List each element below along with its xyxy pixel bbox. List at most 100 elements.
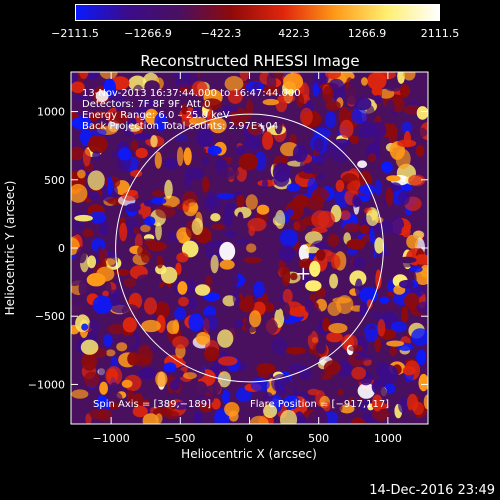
spin-axis-marker [297,267,310,280]
heatmap-blob [357,160,368,168]
heatmap-blob [332,147,349,164]
heatmap-blob [188,313,204,332]
heatmap-blob [374,95,382,105]
heatmap-blob [73,94,89,101]
heatmap-blob [107,176,113,196]
heatmap-blob [144,216,156,226]
heatmap-blob [263,85,280,97]
heatmap-blob [88,319,100,334]
heatmap-blob [335,179,345,192]
y-tick-label: 500 [44,174,65,187]
heatmap-blob [303,165,313,174]
heatmap-blob [81,352,98,371]
heatmap-blob [346,238,367,250]
heatmap-blob [304,299,315,314]
heatmap-blob [312,83,320,97]
heatmap-blob [370,121,387,139]
heatmap-blob [222,106,239,113]
heatmap-blob [72,211,85,232]
heatmap-blob [236,194,245,208]
x-tick-label: 500 [308,432,329,445]
heatmap-blob [405,385,421,398]
heatmap-blob [176,252,189,263]
heatmap-blob [329,78,344,91]
heatmap-blob [305,246,320,254]
heatmap-blob [411,328,428,346]
heatmap-blob [283,73,304,91]
heatmap-blob [385,186,394,207]
heatmap-blob [209,117,227,134]
colorbar-tick-label: 422.3 [278,27,310,40]
heatmap-blob [141,319,161,333]
heatmap-blob [366,105,375,124]
heatmap-blob [236,166,247,182]
heatmap-blob [368,153,377,162]
heatmap-blob [253,281,265,298]
heatmap-blob [283,395,300,410]
heatmap-blob [272,162,291,183]
heatmap-blob [118,147,132,161]
heatmap-blob [367,72,387,90]
heatmap-blob [293,321,314,338]
heatmap-blob [227,89,243,104]
heatmap-blob [307,388,320,396]
heatmap-blob [234,319,244,329]
heatmap-blob [181,103,188,115]
heatmap-blob [325,72,342,80]
heatmap-blob [95,90,109,102]
heatmap-blob [216,192,235,200]
heatmap-blob [156,255,164,269]
heatmap-blob [222,389,231,405]
heatmap-blob [135,147,148,159]
heatmap-blob [87,170,105,191]
heatmap-blob [263,392,274,404]
colorbar-tick-label: −1266.9 [124,27,172,40]
heatmap-blob [312,127,332,139]
heatmap-blob [384,383,396,395]
heatmap-blob [196,147,207,155]
heatmap-blob [88,333,98,342]
heatmap-blob [241,287,257,296]
heatmap-blob [122,317,137,333]
heatmap-blob [137,274,153,284]
heatmap-blob [155,222,162,241]
heatmap-blob [95,397,113,410]
heatmap-blob [191,80,208,97]
heatmap-blob [289,306,310,317]
heatmap-blob [193,381,208,398]
heatmap-blob [136,214,144,226]
heatmap-blob [89,114,98,122]
heatmap-blob [243,256,262,264]
heatmap-blob [144,80,160,93]
heatmap-blob [274,297,282,311]
heatmap-blob [359,302,368,318]
heatmap-blob [105,356,112,369]
heatmap-blob [196,129,214,148]
heatmap-blob [151,197,167,205]
heatmap-blob [251,82,261,98]
heatmap-blob [141,98,159,106]
heatmap-blob [344,85,359,105]
heatmap-blob [244,135,261,151]
heatmap-blob [144,297,157,315]
heatmap-blob [138,367,157,380]
heatmap-image [71,72,428,424]
heatmap-blob [196,331,211,345]
heatmap-blob [250,377,270,392]
heatmap-blob [237,211,244,226]
heatmap-blob [144,239,157,247]
heatmap-blob [423,394,428,410]
heatmap-blob [71,276,83,286]
heatmap-blob [374,335,382,353]
heatmap-blob [99,72,118,80]
heatmap-blob [365,328,379,342]
annotation-flare-position: Flare Position = [−917,117] [250,399,389,410]
heatmap-blob [381,161,393,173]
heatmap-blob [271,336,288,356]
heatmap-blob [155,301,170,320]
heatmap-blob [292,194,309,209]
heatmap-blob [371,85,383,96]
x-tick-label: −500 [165,432,195,445]
heatmap-blob [203,292,220,302]
heatmap-blob [195,284,211,296]
